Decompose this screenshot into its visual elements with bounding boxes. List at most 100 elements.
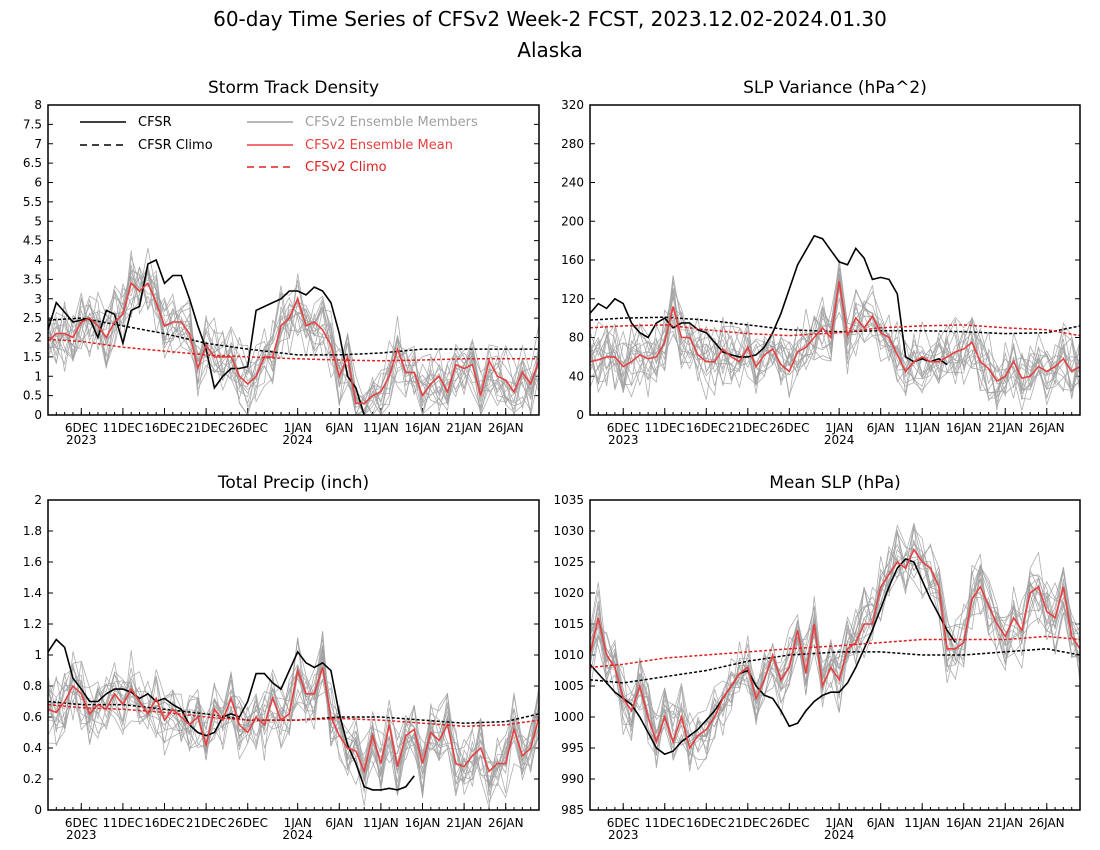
ensemble-member-line — [48, 272, 539, 415]
ensemble-member-line — [590, 540, 1080, 771]
ensemble-member-line — [48, 268, 539, 415]
y-tick-label: 8 — [34, 98, 42, 112]
x-tick-year-label: 2024 — [282, 828, 313, 842]
y-tick-label: 320 — [561, 98, 584, 112]
x-tick-label: 26DEC — [769, 816, 809, 830]
x-tick-label: 16DEC — [144, 816, 184, 830]
ensemble-member-line — [48, 646, 539, 787]
x-tick-label: 16JAN — [946, 421, 982, 435]
x-tick-label: 26DEC — [227, 816, 267, 830]
x-tick-label: 16JAN — [405, 816, 441, 830]
y-tick-label: 0.2 — [23, 772, 42, 786]
y-tick-label: 6 — [34, 176, 42, 190]
series-cfsr-climo-line — [590, 316, 1080, 335]
x-tick-label: 16DEC — [686, 421, 726, 435]
x-tick-label: 11JAN — [904, 816, 940, 830]
y-tick-label: 1.6 — [23, 555, 42, 569]
plot-frame — [47, 499, 540, 811]
x-tick-label: 6DEC — [65, 816, 98, 830]
y-tick-label: 1015 — [553, 617, 584, 631]
x-tick-label: 26DEC — [227, 421, 267, 435]
y-tick-label: 1035 — [553, 493, 584, 507]
x-tick-label: 26JAN — [1029, 421, 1065, 435]
ensemble-member-line — [48, 271, 539, 415]
x-tick-label: 11JAN — [904, 421, 940, 435]
y-tick-label: 0 — [576, 408, 584, 422]
x-tick-label: 6DEC — [65, 421, 98, 435]
y-tick-label: 985 — [561, 803, 584, 817]
plot-area — [48, 630, 539, 808]
y-tick-label: 240 — [561, 176, 584, 190]
y-tick-label: 1010 — [553, 648, 584, 662]
ensemble-member-line — [590, 531, 1080, 765]
chart-panel-1: Storm Track Density 0 0.5 1 1.5 2 2.5 3 3.5 4 4.5 5… — [23, 78, 540, 447]
x-tick-label: 26JAN — [488, 816, 524, 830]
series-cfsv2-climo-line — [48, 338, 539, 362]
x-tick-label: 21JAN — [987, 421, 1023, 435]
x-tick-year-label: 2023 — [66, 433, 97, 447]
x-tick-label: 26DEC — [769, 421, 809, 435]
y-tick-label: 120 — [561, 292, 584, 306]
y-tick-label: 4.5 — [23, 234, 42, 248]
y-tick-label: 1030 — [553, 524, 584, 538]
figure-title: 60-day Time Series of CFSv2 Week-2 FCST,… — [213, 7, 887, 31]
x-tick-label: 11DEC — [645, 816, 685, 830]
x-tick-label: 11JAN — [363, 421, 399, 435]
series-ensemble-mean-line — [590, 547, 1080, 750]
x-tick-label: 21DEC — [728, 816, 768, 830]
y-tick-label: 1 — [34, 369, 42, 383]
legend-label-members: CFSv2 Ensemble Members — [305, 115, 478, 130]
x-tick-label: 11DEC — [103, 816, 143, 830]
y-tick-label: 3 — [34, 292, 42, 306]
x-tick-year-label: 2024 — [824, 433, 855, 447]
panel-title: Mean SLP (hPa) — [769, 473, 901, 493]
y-tick-label: 0 — [34, 803, 42, 817]
series-cfsr-line — [590, 234, 948, 366]
series-cfsr-line — [48, 258, 365, 415]
x-tick-label: 1JAN — [284, 421, 312, 435]
chart-panel-2: SLP Variance (hPa^2) 0 40 80 120 160 200 240 280… — [561, 78, 1081, 447]
x-tick-label: 11DEC — [645, 421, 685, 435]
ensemble-member-line — [590, 275, 1080, 399]
y-tick-label: 3.5 — [23, 272, 42, 286]
y-tick-label: 1.8 — [23, 524, 42, 538]
y-tick-label: 0.5 — [23, 389, 42, 403]
x-tick-label: 21DEC — [186, 421, 226, 435]
y-tick-label: 7 — [34, 137, 42, 151]
y-tick-label: 4 — [34, 253, 42, 267]
y-tick-label: 1025 — [553, 555, 584, 569]
x-tick-label: 21DEC — [186, 816, 226, 830]
y-tick-label: 160 — [561, 253, 584, 267]
y-tick-label: 1.4 — [23, 586, 42, 600]
x-tick-label: 6DEC — [607, 421, 640, 435]
plot-frame — [589, 104, 1081, 416]
y-tick-label: 1.5 — [23, 350, 42, 364]
y-tick-label: 2 — [34, 493, 42, 507]
series-ensemble-mean-line — [48, 281, 539, 405]
y-tick-label: 1.2 — [23, 617, 42, 631]
legend-label-cfsr-climo: CFSR Climo — [138, 138, 213, 153]
x-tick-label: 1JAN — [825, 816, 853, 830]
y-tick-label: 1000 — [553, 710, 584, 724]
x-tick-label: 26JAN — [488, 421, 524, 435]
x-tick-year-label: 2023 — [608, 828, 639, 842]
y-tick-label: 990 — [561, 772, 584, 786]
plot-area — [48, 247, 539, 415]
x-tick-label: 6JAN — [325, 816, 353, 830]
x-tick-label: 6DEC — [607, 816, 640, 830]
ensemble-member-line — [48, 270, 539, 415]
y-tick-label: 200 — [561, 214, 584, 228]
legend-label-ens-mean: CFSv2 Ensemble Mean — [305, 138, 453, 153]
y-tick-label: 0.6 — [23, 710, 42, 724]
y-tick-label: 2.5 — [23, 311, 42, 325]
ensemble-member-line — [48, 672, 539, 796]
y-tick-label: 0.4 — [23, 741, 42, 755]
y-tick-label: 280 — [561, 137, 584, 151]
y-tick-label: 0.8 — [23, 679, 42, 693]
x-tick-label: 21DEC — [728, 421, 768, 435]
y-tick-label: 1005 — [553, 679, 584, 693]
ensemble-member-line — [590, 543, 1080, 766]
x-tick-label: 16JAN — [405, 421, 441, 435]
x-tick-label: 11DEC — [103, 421, 143, 435]
